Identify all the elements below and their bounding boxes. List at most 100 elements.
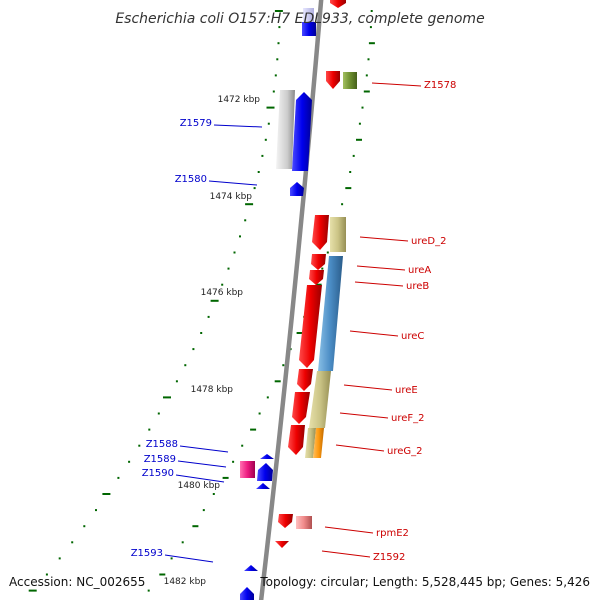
scale-tick [138,444,141,447]
scale-tick [341,203,344,206]
scale-tick [315,283,322,286]
scale-tick [326,251,329,254]
gene-feature-z1592 [275,541,289,548]
scale-tick [239,235,241,238]
scale-tick [352,154,355,157]
scale-tick [274,380,281,383]
scale-tick [356,138,362,141]
gene-label-z1580[interactable]: Z1580 [175,174,207,185]
scale-tick [277,42,280,45]
scale-tick [95,509,97,512]
gene-feature-uree-cog [309,371,331,428]
label-leader-lines [164,82,422,563]
gene-label-z1590[interactable]: Z1590 [142,468,174,479]
leader-z1592 [321,550,371,558]
scale-tick [207,315,210,318]
scale-tick [257,171,260,173]
scale-label-1474: 1474 kbp [210,192,253,202]
scale-tick [253,187,256,190]
gene-feature-ureg-cog-orange [313,428,324,458]
leader-ureg2 [335,444,385,452]
scale-tick [321,267,324,270]
gene-feature-z1578 [326,71,340,89]
scale-tick [358,122,361,125]
scale-tick [170,557,173,560]
scale-tick [264,138,267,141]
scale-tick [210,299,219,302]
gene-label-uref2[interactable]: ureF_2 [391,413,425,424]
scale-tick [363,90,370,93]
gene-feature-uref2 [292,392,310,424]
gene-feature-ureb [309,270,324,285]
gene-label-z1579[interactable]: Z1579 [180,118,212,129]
gene-label-z1588[interactable]: Z1588 [146,439,178,450]
scale-tick [282,364,285,367]
scale-label-1478: 1478 kbp [191,385,234,395]
scale-tick [272,90,275,93]
scale-tick [276,58,279,61]
leader-urea [356,265,406,271]
gene-feature-ureg-cog-khaki [305,428,316,458]
gene-label-urea[interactable]: ureA [408,265,431,276]
gene-label-z1593[interactable]: Z1593 [131,548,163,559]
scale-label-1476: 1476 kbp [201,288,244,298]
genome-backbone [258,0,324,600]
scale-tick [361,106,364,109]
scale-tick [222,476,229,479]
gene-label-z1589[interactable]: Z1589 [144,454,176,465]
gene-label-ured2[interactable]: ureD_2 [411,236,446,247]
scale-tick [232,460,235,463]
scale-tick [266,106,275,109]
leader-z1579 [213,124,263,128]
leader-uree [343,384,393,391]
leader-uref2 [339,412,389,419]
scale-tick [45,573,48,576]
scale-tick [175,380,178,383]
scale-tick [369,26,372,29]
gene-feature-z1579 [292,92,312,171]
scale-tick [245,203,254,206]
scale-ticks [28,10,375,592]
gene-label-rpme2[interactable]: rpmE2 [376,528,409,539]
leader-urec [349,330,399,337]
scale-tick [200,332,203,334]
scale-tick [274,74,277,77]
gene-feature-z1588 [260,454,274,459]
leader-z1578 [371,82,422,87]
gene-feature-ured2-cog [330,217,346,252]
gene-feature-ureg2 [288,425,305,455]
scale-tick [212,493,215,495]
scale-tick [148,428,151,431]
gene-label-ureg2[interactable]: ureG_2 [387,446,423,457]
gene-feature-top-lavender [303,8,314,26]
scale-tick [241,444,244,447]
scale-label-1472: 1472 kbp [218,95,261,105]
gene-feature-ure-cog-band [318,256,343,371]
leader-z1590 [175,474,225,483]
scale-tick [181,541,184,544]
gene-feature-z1593 [244,565,258,571]
gene-label-z1578[interactable]: Z1578 [424,80,456,91]
scale-tick [163,396,171,399]
accession-text: Accession: NC_002655 [9,575,145,589]
gene-feature-z1589 [257,463,273,481]
scale-tick [221,283,224,286]
scale-tick [202,509,205,512]
gene-feature-z1580 [290,182,304,196]
scale-tick [296,332,303,334]
scale-tick [227,267,230,270]
gene-label-uree[interactable]: ureE [395,385,418,396]
leader-rpme2 [324,526,374,534]
gene-feature-ured2 [312,215,329,250]
scale-tick [157,412,160,415]
gene-label-urec[interactable]: ureC [401,331,424,342]
gene-feature-rpme2 [278,514,293,528]
gene-label-z1592[interactable]: Z1592 [373,552,405,563]
scale-tick [128,460,131,463]
scale-tick [261,154,264,157]
gene-label-ureb[interactable]: ureB [406,281,429,292]
scale-tick [117,476,120,479]
scale-tick [345,187,352,190]
scale-tick [250,428,257,431]
gene-feature-top-red [330,0,346,8]
